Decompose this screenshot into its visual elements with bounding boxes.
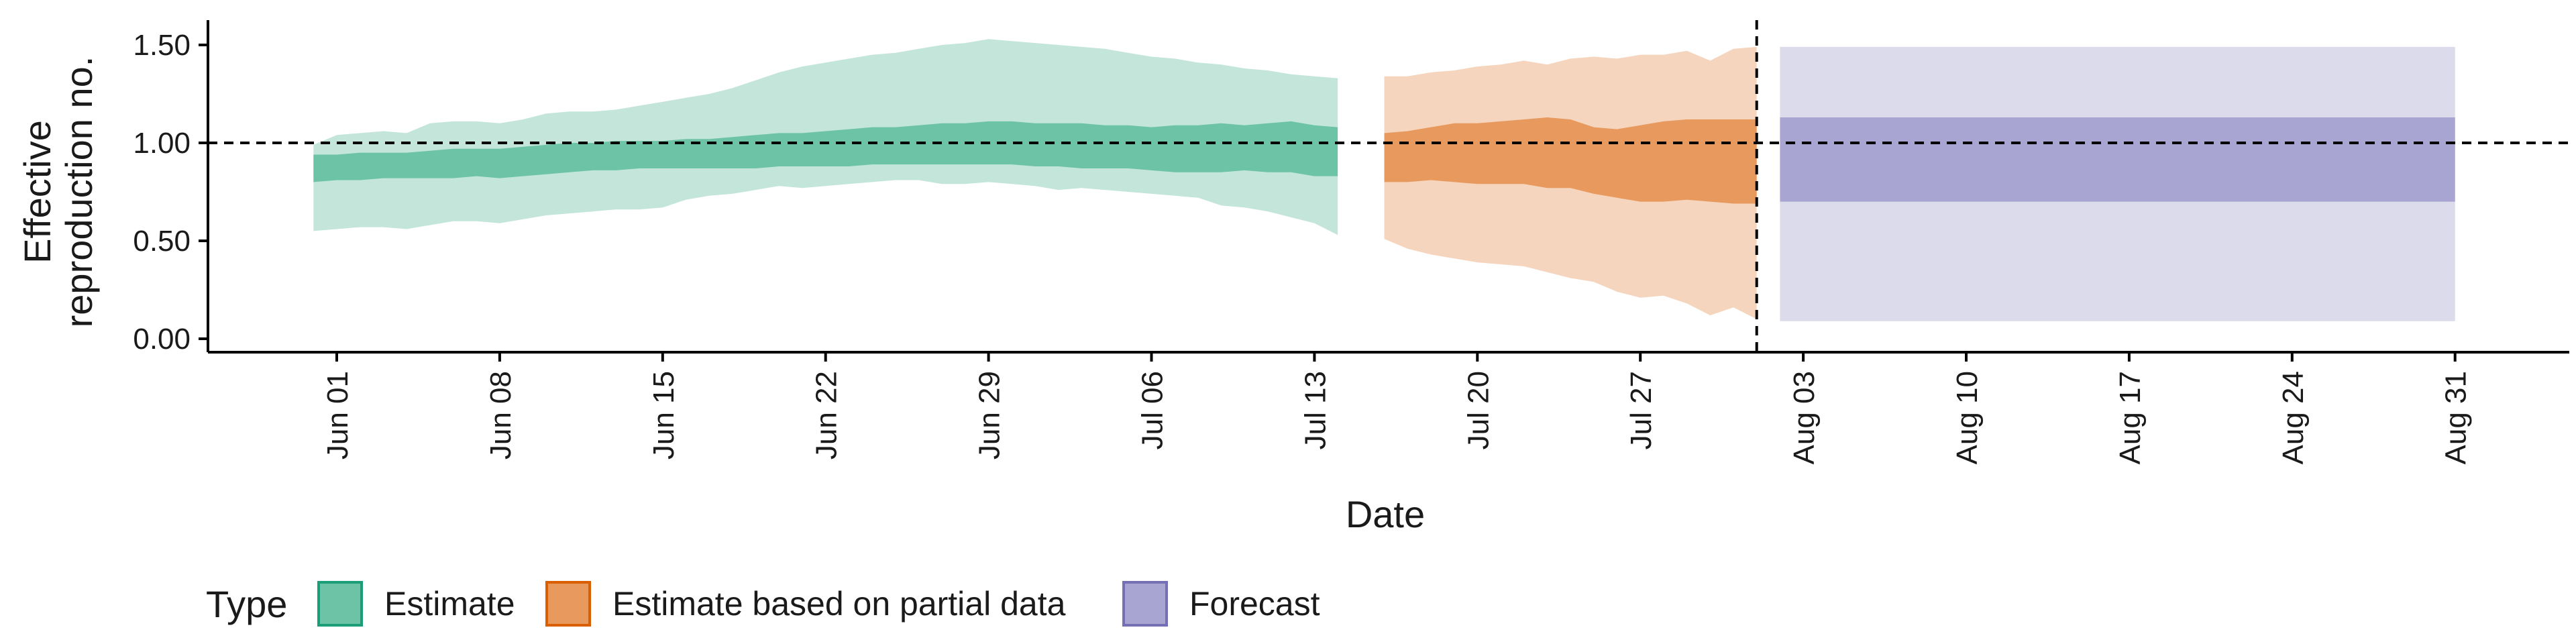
legend-key-swatch (545, 581, 591, 627)
x-tick-label: Jul 06 (1136, 371, 1169, 449)
legend-label: Forecast (1189, 585, 1320, 623)
legend: Type Estimate Estimate based on partial da… (206, 581, 1320, 627)
x-tick-label: Aug 31 (2440, 371, 2473, 464)
plot-area (313, 39, 2455, 321)
axes: 0.00 0.50 1.00 1.50 Jun 01 Jun 08 Jun 15 Jun 22… (16, 20, 2569, 535)
x-tick-label: Jun 01 (321, 371, 354, 460)
band-inner-estimate-based-on-partial-data (1384, 117, 1757, 204)
legend-key-swatch (317, 581, 363, 627)
reference-lines (208, 20, 2569, 352)
x-tick-label: Jul 20 (1462, 371, 1495, 449)
y-tick-label: 0.00 (133, 323, 191, 356)
x-tick-label: Aug 24 (2277, 371, 2310, 464)
y-axis-title-line: reproduction no. (58, 56, 100, 328)
x-tick-label: Aug 17 (2114, 371, 2147, 464)
x-tick-label: Jul 27 (1625, 371, 1658, 449)
y-tick-label: 0.50 (133, 225, 191, 258)
y-tick-label: 1.00 (133, 127, 191, 160)
x-tick-label: Jun 22 (810, 371, 843, 460)
legend-key-swatch (1122, 581, 1168, 627)
x-tick-label: Jun 29 (973, 371, 1006, 460)
x-tick-label: Aug 10 (1951, 371, 1984, 464)
band-inner-forecast (1780, 117, 2455, 202)
x-tick-label: Jun 15 (647, 371, 680, 460)
band-inner-estimate (313, 121, 1338, 182)
x-tick-label: Jun 08 (484, 371, 517, 460)
x-tick-label: Aug 03 (1788, 371, 1821, 464)
x-axis-title: Date (1346, 493, 1425, 535)
legend-label: Estimate (384, 585, 515, 623)
x-tick-label: Jul 13 (1299, 371, 1332, 449)
legend-label: Estimate based on partial data (612, 585, 1066, 623)
y-tick-label: 1.50 (133, 29, 191, 62)
legend-title: Type (206, 583, 287, 625)
y-axis-title: Effectivereproduction no. (16, 56, 100, 328)
y-axis-title-line: Effective (16, 120, 58, 264)
